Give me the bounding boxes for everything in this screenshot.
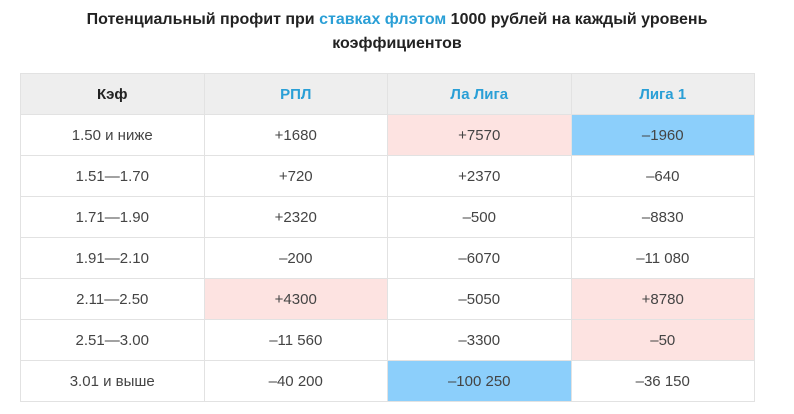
cell-la-liga: –3300 (387, 319, 572, 361)
cell-la-liga: –500 (387, 196, 572, 238)
header-la-liga: Ла Лига (387, 73, 572, 115)
profit-table: Кэф РПЛ Ла Лига Лига 1 1.50 и ниже +1680… (20, 73, 755, 402)
cell-coef: 2.51—3.00 (20, 319, 205, 361)
title-text-part1: Потенциальный профит при (86, 11, 320, 28)
header-rpl: РПЛ (203, 73, 388, 115)
table-row: 1.91—2.10 –200 –6070 –11 080 (20, 237, 755, 279)
cell-rpl: +4300 (203, 278, 388, 320)
cell-la-liga: +7570 (387, 114, 572, 156)
table-row: 2.51—3.00 –11 560 –3300 –50 (20, 319, 755, 361)
cell-coef: 3.01 и выше (20, 360, 205, 402)
title-text-part2: 1000 рублей на каждый уровень (446, 11, 708, 28)
cell-coef: 1.50 и ниже (20, 114, 205, 156)
cell-ligue-1: +8780 (570, 278, 755, 320)
cell-coef: 1.91—2.10 (20, 237, 205, 279)
header-coef: Кэф (20, 73, 205, 115)
cell-coef: 2.11—2.50 (20, 278, 205, 320)
cell-rpl: +720 (203, 155, 388, 197)
title-line-1: Потенциальный профит при ставках флэтом … (0, 8, 794, 32)
cell-ligue-1: –640 (570, 155, 755, 197)
cell-rpl: +1680 (203, 114, 388, 156)
table-row: 1.71—1.90 +2320 –500 –8830 (20, 196, 755, 238)
cell-la-liga: –100 250 (387, 360, 572, 402)
cell-rpl: +2320 (203, 196, 388, 238)
table-row: 2.11—2.50 +4300 –5050 +8780 (20, 278, 755, 320)
table-row: 3.01 и выше –40 200 –100 250 –36 150 (20, 360, 755, 402)
cell-rpl: –200 (203, 237, 388, 279)
cell-la-liga: +2370 (387, 155, 572, 197)
table-header-row: Кэф РПЛ Ла Лига Лига 1 (20, 73, 755, 115)
header-ligue-1: Лига 1 (570, 73, 755, 115)
cell-ligue-1: –50 (570, 319, 755, 361)
page-title: Потенциальный профит при ставках флэтом … (0, 8, 794, 56)
cell-la-liga: –6070 (387, 237, 572, 279)
cell-rpl: –11 560 (203, 319, 388, 361)
title-line-2: коэффициентов (332, 35, 462, 52)
cell-ligue-1: –11 080 (570, 237, 755, 279)
cell-coef: 1.51—1.70 (20, 155, 205, 197)
cell-coef: 1.71—1.90 (20, 196, 205, 238)
title-link-flat-bets[interactable]: ставках флэтом (319, 11, 447, 28)
table-row: 1.51—1.70 +720 +2370 –640 (20, 155, 755, 197)
cell-ligue-1: –1960 (570, 114, 755, 156)
cell-ligue-1: –8830 (570, 196, 755, 238)
cell-ligue-1: –36 150 (570, 360, 755, 402)
cell-rpl: –40 200 (203, 360, 388, 402)
cell-la-liga: –5050 (387, 278, 572, 320)
table-row: 1.50 и ниже +1680 +7570 –1960 (20, 114, 755, 156)
